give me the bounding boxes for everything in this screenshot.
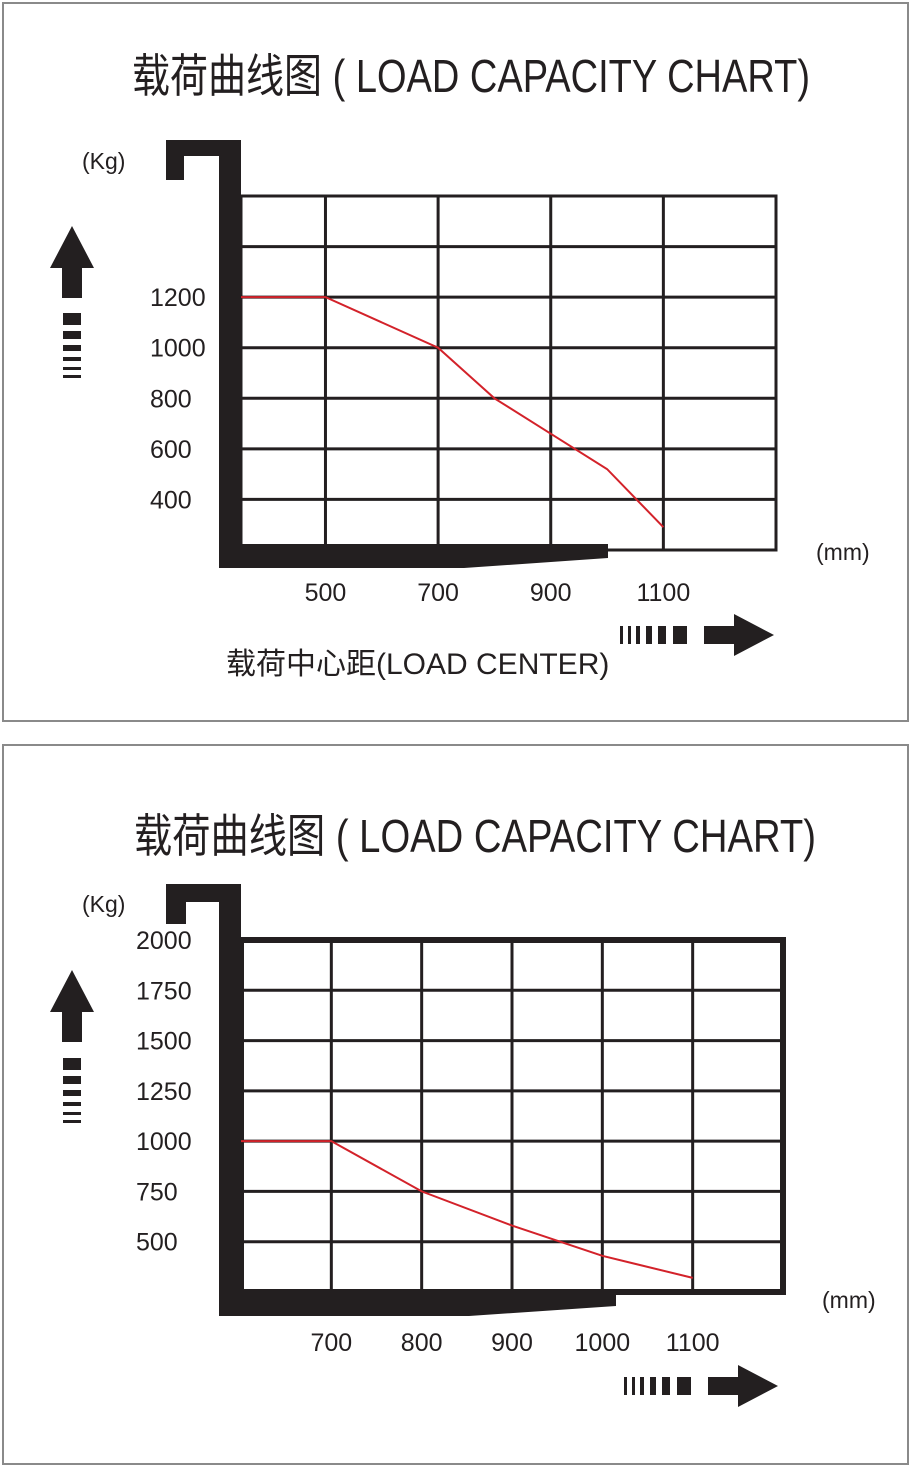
chart-2-grid — [238, 937, 786, 1295]
x-tick-label: 900 — [530, 579, 572, 607]
chart-1-x-label: 载荷中心距(LOAD CENTER) — [226, 648, 609, 681]
chart-2-svg: 载荷曲线图 ( LOAD CAPACITY CHART) (Kg) (mm) 2… — [50, 810, 876, 1407]
chart-2-up-arrow-icon — [50, 970, 94, 1123]
x-tick-label: 1100 — [636, 579, 690, 607]
y-tick-label: 1250 — [136, 1078, 192, 1106]
y-tick-label: 500 — [136, 1229, 178, 1257]
chart-2-right-arrow-icon — [624, 1365, 778, 1407]
chart-1-grid — [239, 194, 778, 552]
chart-panel-1: 载荷曲线图 ( LOAD CAPACITY CHART) (Kg) (mm) 载… — [2, 2, 909, 722]
y-tick-label: 2000 — [136, 927, 192, 955]
chart-1-right-arrow-icon — [620, 614, 774, 656]
chart-1-fork-upright — [219, 140, 241, 568]
chart-1-svg: 载荷曲线图 ( LOAD CAPACITY CHART) (Kg) (mm) 载… — [50, 50, 870, 681]
chart-1-x-ticks: 500 700 900 1100 — [305, 579, 691, 607]
chart-1-y-ticks: 1200 1000 800 600 400 — [150, 284, 206, 514]
x-tick-label: 700 — [310, 1329, 352, 1357]
chart-1-title: 载荷曲线图 ( LOAD CAPACITY CHART) — [132, 50, 810, 102]
x-tick-label: 500 — [305, 579, 347, 607]
chart-2-curve-group — [241, 1140, 693, 1279]
chart-2-x-unit: (mm) — [822, 1287, 876, 1313]
chart-2-y-ticks: 2000 1750 1500 1250 1000 750 500 — [136, 927, 192, 1257]
chart-1-up-arrow-icon — [50, 226, 94, 378]
x-tick-label: 1000 — [575, 1329, 631, 1357]
chart-1-x-unit: (mm) — [816, 539, 870, 565]
y-tick-label: 1000 — [150, 335, 206, 363]
y-tick-label: 750 — [136, 1178, 178, 1206]
chart-2-fork-upright — [219, 884, 241, 1316]
x-tick-label: 1100 — [666, 1329, 720, 1357]
chart-panel-2: 载荷曲线图 ( LOAD CAPACITY CHART) (Kg) (mm) 2… — [2, 744, 909, 1465]
y-tick-label: 800 — [150, 385, 192, 413]
y-tick-label: 600 — [150, 436, 192, 464]
y-tick-label: 1000 — [136, 1128, 192, 1156]
plot-frame — [239, 194, 778, 552]
y-tick-label: 1750 — [136, 977, 192, 1005]
load-capacity-curve — [241, 296, 665, 528]
chart-2-y-unit: (Kg) — [82, 891, 125, 917]
y-tick-label: 400 — [150, 486, 192, 514]
chart-2-title: 载荷曲线图 ( LOAD CAPACITY CHART) — [134, 810, 816, 862]
plot-frame — [238, 937, 786, 1295]
chart-1-y-unit: (Kg) — [82, 148, 125, 174]
x-tick-label: 700 — [417, 579, 459, 607]
x-tick-label: 800 — [401, 1329, 443, 1357]
chart-1-curve-group — [241, 296, 665, 528]
y-tick-label: 1200 — [150, 284, 206, 312]
chart-2-fork-blade — [219, 1292, 616, 1316]
load-capacity-curve — [241, 1140, 693, 1279]
x-tick-label: 900 — [491, 1329, 533, 1357]
chart-2-x-ticks: 700 800 900 1000 1100 — [310, 1329, 719, 1357]
y-tick-label: 1500 — [136, 1028, 192, 1056]
